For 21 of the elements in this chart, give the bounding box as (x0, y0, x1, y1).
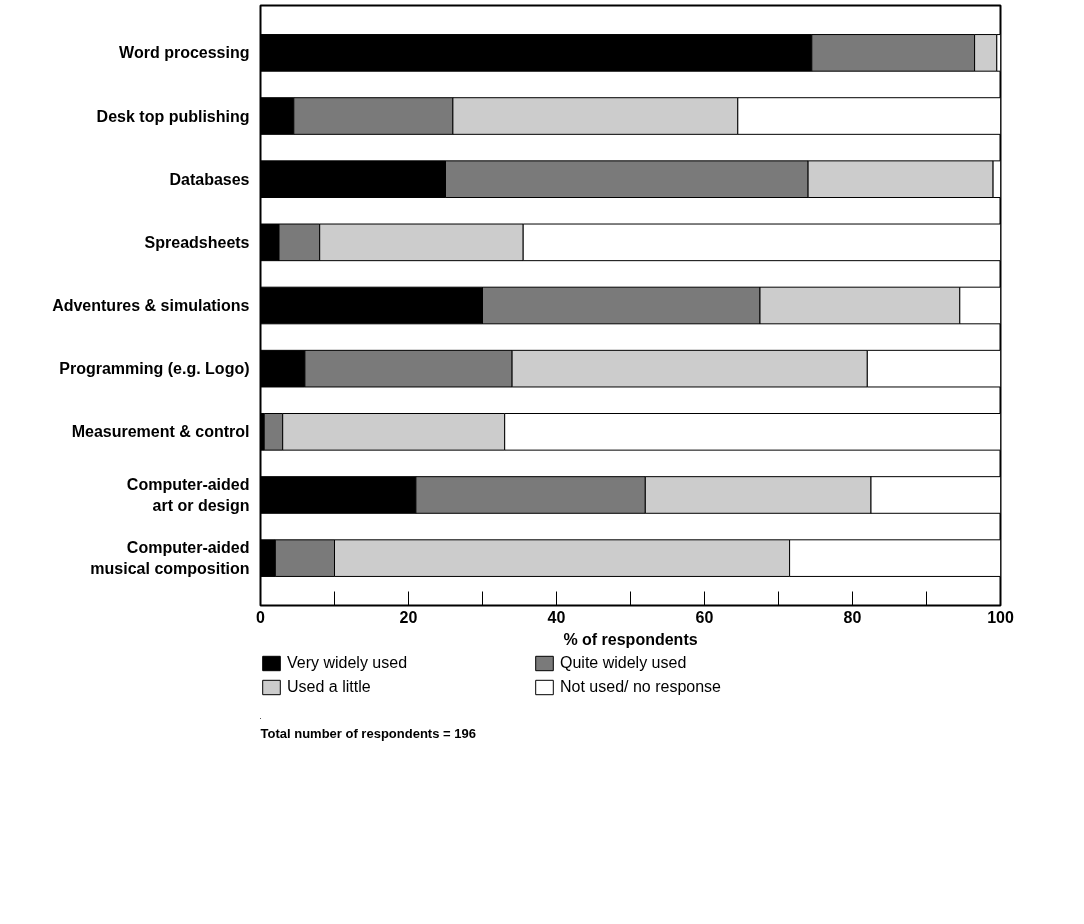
x-tick-label: 100 (987, 608, 1014, 626)
x-tick-label: 20 (399, 608, 418, 626)
x-tick-label: 80 (843, 608, 862, 626)
y-tick-label: Computer-aided musical composition (90, 539, 250, 577)
y-tick-label: Adventures & simulations (52, 297, 250, 314)
y-tick-label: Programming (e.g. Logo) (59, 360, 250, 378)
legend-label: Used a little (287, 678, 372, 696)
y-tick-label: Word processing (119, 44, 250, 62)
y-tick-label: Desk top publishing (96, 107, 250, 125)
y-tick-label: Spreadsheets (144, 233, 250, 251)
x-axis-title: % of respondents (563, 630, 698, 648)
legend-label: Quite widely used (560, 654, 688, 672)
x-tick-label: 0 (256, 608, 266, 626)
y-tick-label: Computer-aided art or design (126, 476, 250, 514)
legend-label: Not used/ no response (560, 678, 722, 696)
text: Total number of respondents = 196 (260, 725, 476, 741)
y-tick-label: Databases (169, 170, 250, 188)
legend-label: Very widely used (287, 654, 409, 672)
x-tick-label: 40 (547, 608, 566, 626)
x-tick-label: 60 (695, 608, 714, 626)
y-tick-label: Measurement & control (71, 423, 250, 441)
